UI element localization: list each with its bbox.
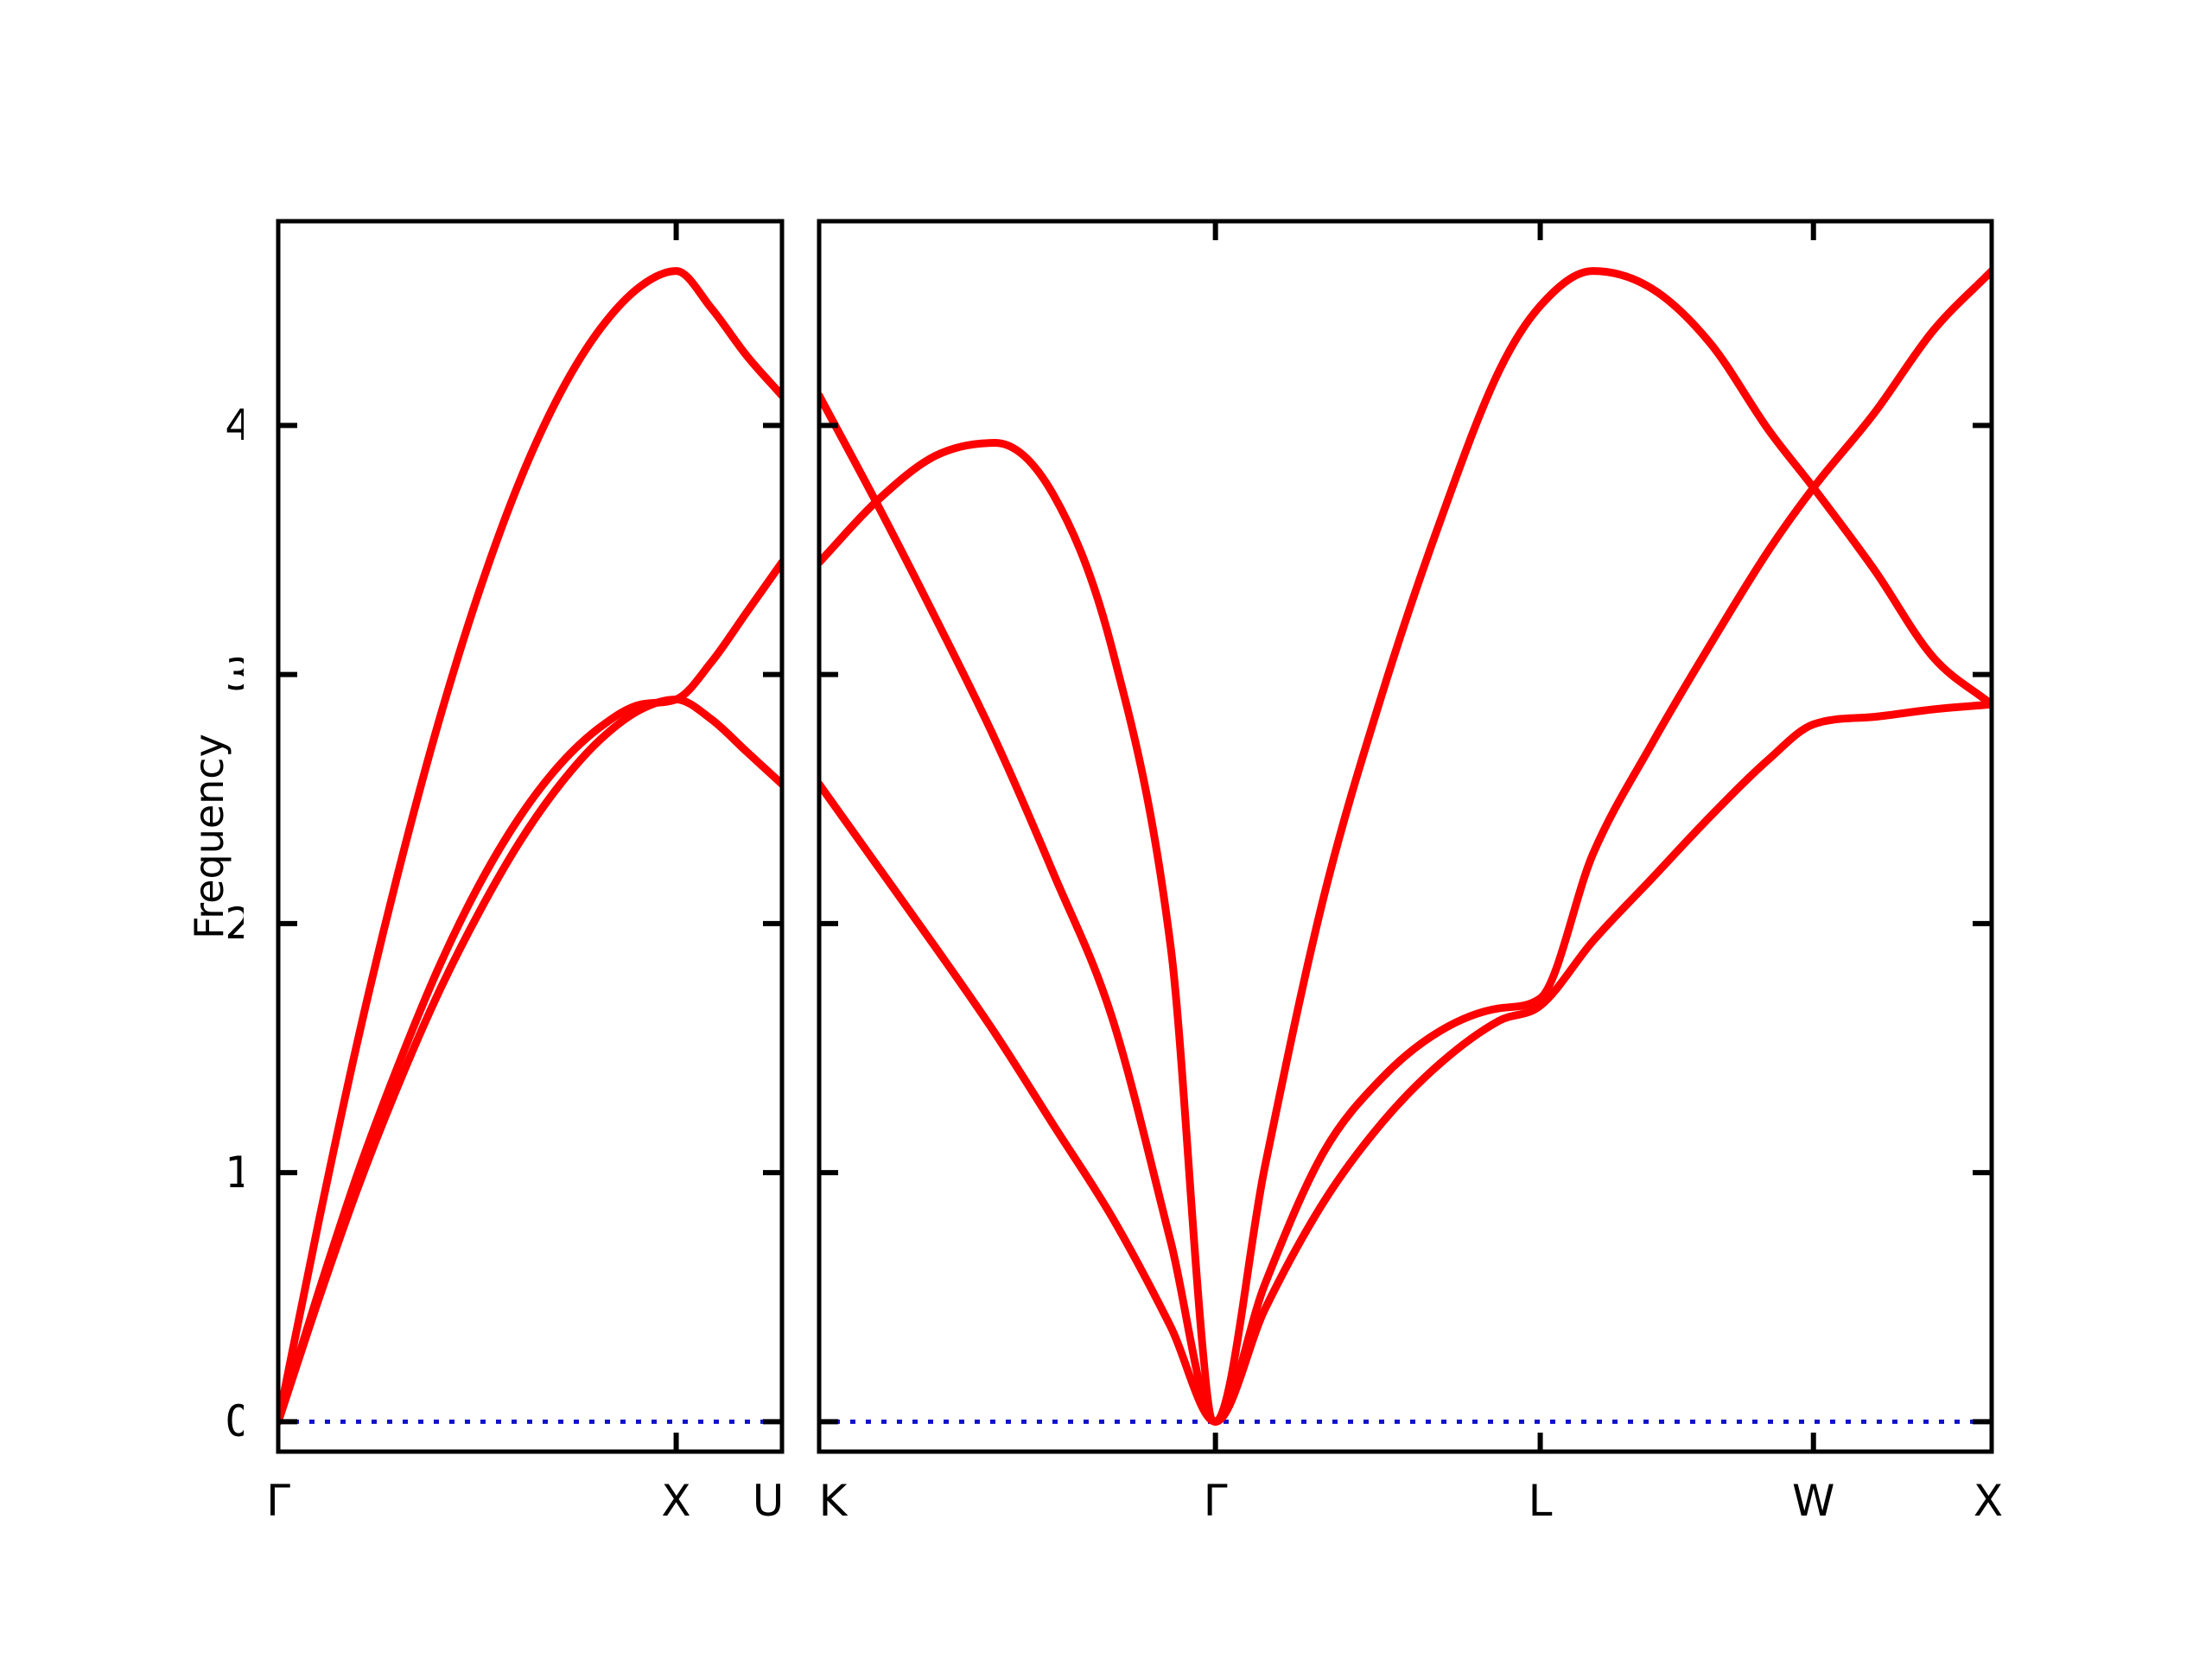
band-curve	[815, 267, 1996, 1426]
axes-frame	[276, 219, 785, 1454]
x-tick-label: U	[752, 1476, 785, 1526]
panel-k-gamma-l-w-x	[785, 187, 2026, 1486]
clip-left	[785, 187, 819, 1486]
band-curve	[274, 695, 786, 1426]
clip-bottom	[244, 1452, 817, 1486]
x-tick-label: X	[661, 1476, 691, 1526]
axes-frame	[817, 219, 1994, 1454]
panel-gamma-x-u	[244, 187, 817, 1486]
band-curve	[274, 267, 786, 1426]
clip-bottom	[785, 1452, 2026, 1486]
clip-left	[244, 187, 278, 1486]
band-curve	[815, 700, 1996, 1426]
plot-area-gamma-x-u	[244, 187, 817, 1486]
x-tick-label: K	[818, 1476, 848, 1526]
band-curve	[274, 558, 786, 1426]
clip-top	[785, 187, 2026, 221]
clip-top	[244, 187, 817, 221]
x-tick-label: X	[1973, 1476, 2004, 1526]
x-tick-label: Γ	[266, 1476, 290, 1526]
x-tick-label: L	[1528, 1476, 1553, 1526]
plot-area-k-gamma-l-w-x	[785, 187, 2026, 1486]
x-tick-label: W	[1792, 1476, 1835, 1526]
clip-right	[1992, 187, 2026, 1486]
x-tick-label: Γ	[1203, 1476, 1228, 1526]
band-curve	[815, 267, 1996, 1426]
